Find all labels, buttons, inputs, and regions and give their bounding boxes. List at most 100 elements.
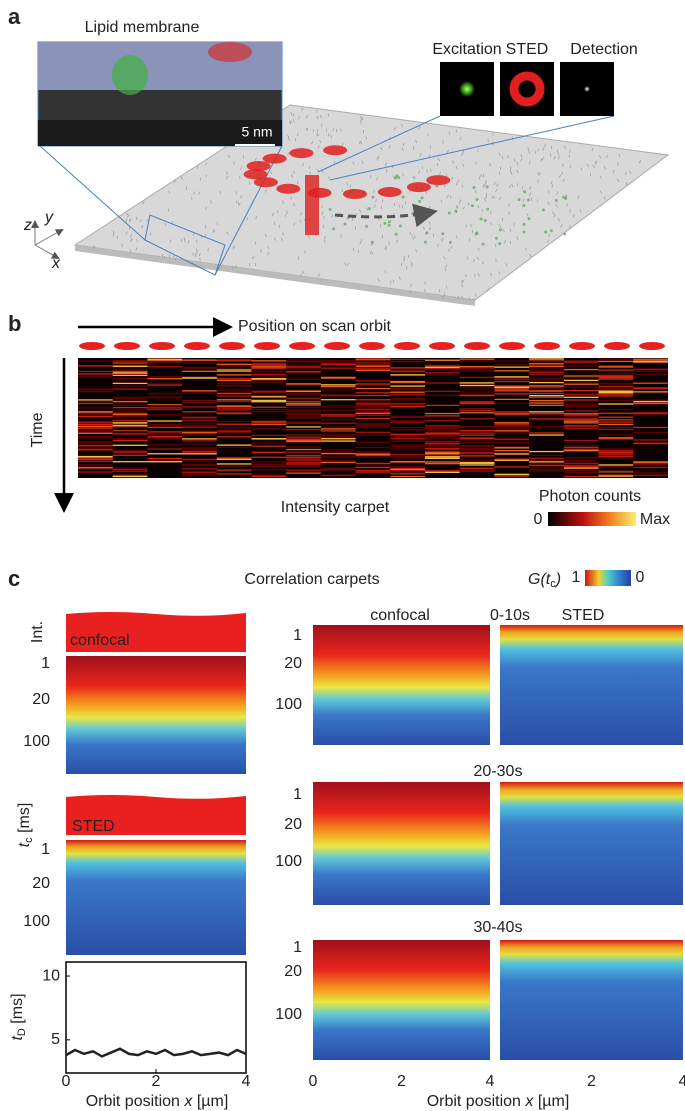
carpet-line xyxy=(355,425,391,427)
carpet-line xyxy=(182,473,217,475)
lipid xyxy=(398,276,401,280)
lipid xyxy=(323,239,326,243)
carpet-line xyxy=(286,406,321,409)
carpet-line xyxy=(598,412,634,414)
carpet-line xyxy=(78,467,113,470)
carpet-line xyxy=(320,449,356,451)
carpet-line xyxy=(286,417,321,419)
lipid xyxy=(401,147,404,152)
carpet-line xyxy=(251,408,287,411)
carpet-line xyxy=(633,431,668,434)
carpet-line xyxy=(355,471,391,473)
carpet-line xyxy=(633,463,668,465)
carpet-line xyxy=(633,391,668,393)
carpet-line xyxy=(182,464,217,467)
carpet-line xyxy=(112,400,148,403)
carpet-line xyxy=(598,375,634,378)
carpet-line xyxy=(563,361,599,364)
y-tick-label: 20 xyxy=(32,691,50,708)
lipid xyxy=(508,203,511,207)
carpet-line xyxy=(459,449,495,451)
dye-trace xyxy=(332,227,336,231)
y-tick-label: 100 xyxy=(23,913,50,930)
carpet-line xyxy=(216,436,252,438)
lipid xyxy=(529,253,532,258)
carpet-line xyxy=(251,399,287,402)
lipid xyxy=(400,262,403,267)
carpet-line xyxy=(529,385,564,387)
carpet-line xyxy=(598,452,634,454)
correlation-carpet xyxy=(66,656,246,774)
lipid xyxy=(384,269,387,274)
carpet-line xyxy=(494,459,530,461)
carpet-line xyxy=(563,410,599,412)
carpet-line xyxy=(425,471,460,473)
scan-spot xyxy=(639,342,665,350)
lipid xyxy=(427,133,429,137)
lipid xyxy=(541,157,545,161)
carpet-line xyxy=(182,406,217,408)
carpet-line xyxy=(633,464,668,466)
lipid xyxy=(456,235,458,239)
carpet-line xyxy=(529,426,564,428)
td-line xyxy=(65,1047,247,1058)
carpet-line xyxy=(563,419,599,421)
carpet-line xyxy=(112,409,148,411)
text-part: [µm] xyxy=(192,1093,228,1110)
lipid xyxy=(380,147,382,151)
dye-trace xyxy=(418,199,422,203)
carpet-line xyxy=(529,432,564,434)
lipid xyxy=(563,145,567,150)
lipid xyxy=(424,281,426,285)
lipid xyxy=(349,184,352,188)
lipid xyxy=(542,147,545,151)
dye-trace xyxy=(425,231,429,235)
carpet-line xyxy=(459,387,495,389)
carpet-line xyxy=(633,402,668,404)
dye-trace xyxy=(475,197,479,201)
carpet-line xyxy=(390,444,425,446)
carpet-line xyxy=(251,396,287,398)
carpet-line xyxy=(529,461,564,463)
carpet-line xyxy=(633,370,668,372)
carpet-line xyxy=(216,465,252,467)
carpet-line xyxy=(633,442,668,445)
lipid xyxy=(561,171,564,175)
lipid xyxy=(376,176,379,181)
carpet-line xyxy=(182,447,217,449)
td-plot-frame xyxy=(65,961,247,1074)
carpet-line xyxy=(563,446,599,449)
carpet-line xyxy=(147,375,183,378)
text-part: G( xyxy=(528,571,547,588)
orbit-spot xyxy=(262,153,287,164)
lipid xyxy=(392,279,395,283)
carpet-line xyxy=(494,364,530,366)
carpet-line xyxy=(494,390,530,393)
lipid xyxy=(555,204,558,208)
dye-trace xyxy=(494,236,498,240)
lipid xyxy=(461,280,464,284)
carpet-line xyxy=(112,401,148,404)
carpet-line xyxy=(112,461,148,463)
carpet-line xyxy=(320,428,356,430)
lipid xyxy=(498,152,501,156)
psf-excitation xyxy=(459,81,475,97)
trace-label: STED xyxy=(72,818,115,835)
dye-trace xyxy=(454,209,458,213)
carpet-line xyxy=(147,405,183,407)
inset-dye xyxy=(112,55,148,95)
lipid xyxy=(444,267,447,272)
carpet-line xyxy=(355,422,391,425)
lipid xyxy=(284,213,287,217)
carpet-line xyxy=(425,382,460,384)
lipid xyxy=(411,261,413,265)
dye-trace xyxy=(562,195,566,199)
text-part: t xyxy=(546,571,551,588)
carpet-line xyxy=(286,471,321,473)
carpet-line xyxy=(251,456,287,458)
carpet-line xyxy=(494,389,530,391)
carpet-line xyxy=(529,366,564,369)
carpet-line xyxy=(494,385,530,387)
lipid xyxy=(135,247,138,251)
carpet-line xyxy=(286,455,321,457)
